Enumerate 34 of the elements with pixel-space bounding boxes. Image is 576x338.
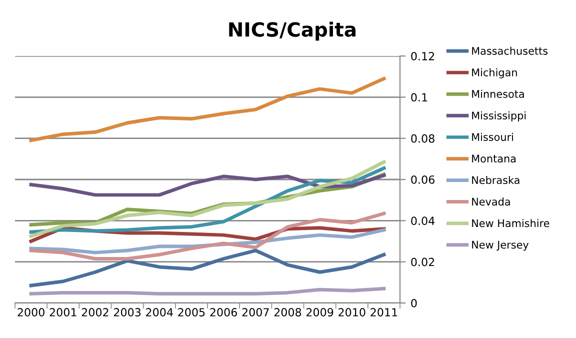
y-tick-label: 0.1 (411, 93, 428, 102)
x-tick-label: 2003 (114, 308, 141, 316)
x-tick-label: 2008 (274, 308, 302, 316)
legend-label: New Jersey (472, 240, 529, 251)
x-tick-label: 2010 (338, 308, 366, 316)
legend-label: Montana (472, 154, 516, 163)
y-tick-label: 0.06 (411, 175, 434, 184)
line-series (29, 248, 386, 288)
x-tick-label: 2009 (306, 308, 334, 316)
x-tick-label: 2001 (50, 308, 76, 316)
y-tick-label: 0 (411, 298, 417, 308)
legend-label: Massachusetts (472, 46, 548, 55)
line-series (29, 174, 386, 197)
x-tick-label: 2004 (146, 308, 173, 316)
legend-label: Minnesota (472, 90, 524, 98)
chart-title: NICS/Capita (229, 22, 356, 41)
line-series (29, 76, 386, 142)
y-tick-label: 0.12 (411, 52, 434, 60)
legend-label: Nebraska (472, 176, 520, 184)
x-tick-label: 2006 (210, 308, 237, 316)
legend-label: Michigan (472, 68, 517, 78)
x-tick-label: 2011 (370, 308, 398, 316)
x-tick-label: 2007 (242, 308, 269, 316)
legend-label: Missouri (472, 132, 513, 141)
y-tick-label: 0.02 (411, 258, 434, 266)
x-tick-label: 2000 (18, 308, 44, 316)
legend-label: New Hamishire (472, 219, 550, 228)
x-tick-label: 2002 (82, 308, 108, 316)
y-tick-label: 0.08 (411, 134, 434, 143)
legend-label: Mississippi (472, 111, 526, 122)
legend-label: Nevada (472, 198, 510, 206)
x-tick-label: 2005 (178, 308, 205, 316)
y-tick-label: 0.04 (411, 216, 435, 226)
line-series (29, 212, 386, 260)
